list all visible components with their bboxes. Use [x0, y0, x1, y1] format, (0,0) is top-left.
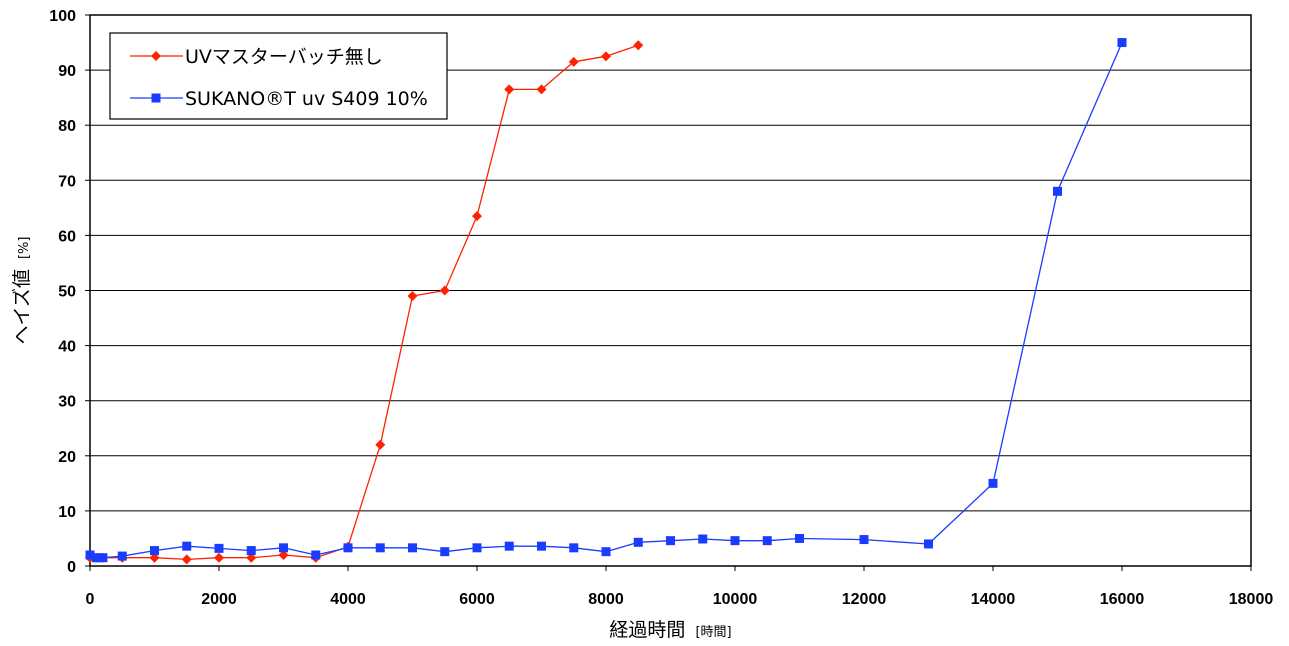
y-axis-label: ヘイズ値 [%]	[11, 237, 33, 345]
x-tick-label: 18000	[1229, 591, 1274, 608]
y-tick-label: 70	[58, 173, 76, 190]
data-point-0-8	[278, 549, 289, 560]
data-point-1-2	[98, 553, 108, 563]
legend-entry-0: UVマスターバッチ無し	[130, 46, 383, 68]
data-point-0-11	[375, 439, 386, 450]
data-point-1-19	[633, 537, 643, 547]
data-point-1-12	[408, 543, 417, 553]
x-tick-label: 6000	[459, 591, 495, 608]
legend-box	[109, 32, 448, 120]
y-tick-label: 60	[58, 228, 76, 245]
y-axis-unit: [%]	[17, 237, 32, 260]
data-point-1-24	[795, 533, 804, 543]
data-point-0-19	[633, 40, 644, 51]
x-tick-label: 12000	[842, 591, 887, 608]
data-point-0-13	[439, 285, 450, 296]
data-point-1-1	[91, 553, 101, 563]
data-point-1-20	[666, 536, 675, 546]
data-point-1-29	[1117, 38, 1127, 48]
x-tick-label: 0	[86, 591, 95, 608]
x-tick-label: 8000	[588, 591, 624, 608]
y-tick-label: 100	[49, 8, 76, 25]
data-point-1-8	[279, 543, 288, 553]
x-axis-ticks: 0 2000 4000 6000 8000 10000 12000 14000 16000 180…	[86, 566, 1274, 608]
x-axis-label: 経過時間 [時間]	[609, 619, 731, 641]
x-axis-label-text: 経過時間	[609, 619, 685, 641]
data-point-0-7	[246, 552, 257, 563]
legend-entry-1: SUKANO®T uv S409 10%	[130, 88, 428, 110]
x-tick-label: 2000	[201, 591, 237, 608]
y-tick-label: 20	[58, 449, 76, 466]
data-point-0-17	[568, 56, 579, 67]
data-point-1-3	[117, 551, 127, 561]
data-point-0-18	[601, 51, 611, 62]
y-tick-label: 0	[67, 559, 76, 576]
legend-label: UVマスターバッチ無し	[185, 46, 383, 68]
data-point-1-11	[375, 543, 385, 553]
y-tick-label: 30	[58, 394, 76, 411]
legend: UVマスターバッチ無し SUKANO®T uv S409 10%	[109, 32, 448, 120]
legend-swatch-marker	[151, 93, 161, 103]
data-point-0-16	[536, 84, 547, 95]
data-point-1-0	[85, 550, 95, 560]
data-point-0-6	[214, 552, 224, 563]
y-axis-label-text: ヘイズ値	[11, 269, 33, 344]
data-point-1-26	[924, 539, 933, 549]
y-tick-label: 80	[58, 118, 76, 135]
data-point-1-16	[537, 541, 546, 551]
data-point-1-28	[1053, 186, 1062, 196]
data-point-1-10	[343, 543, 353, 553]
data-point-1-18	[601, 547, 611, 557]
y-tick-label: 40	[58, 339, 76, 356]
data-point-1-15	[504, 541, 514, 551]
series-line-1	[89, 42, 1123, 559]
data-point-0-14	[472, 211, 482, 222]
data-point-1-6	[214, 543, 224, 553]
data-point-1-25	[859, 535, 869, 545]
y-tick-label: 90	[58, 63, 76, 80]
data-point-0-4	[149, 552, 160, 563]
legend-label: SUKANO®T uv S409 10%	[185, 88, 428, 110]
gridlines	[90, 69, 1251, 512]
data-point-1-23	[762, 536, 772, 546]
data-point-1-17	[569, 543, 579, 553]
data-point-1-13	[440, 547, 450, 557]
data-point-0-12	[407, 291, 418, 302]
x-tick-label: 16000	[1100, 591, 1145, 608]
y-tick-label: 50	[58, 284, 76, 301]
data-point-1-27	[988, 478, 998, 488]
data-point-1-21	[698, 534, 708, 544]
data-point-1-5	[182, 541, 192, 551]
series-1	[85, 38, 1127, 563]
y-tick-label: 10	[58, 504, 76, 521]
x-axis-unit: [時間]	[695, 625, 731, 640]
x-tick-label: 4000	[330, 591, 366, 608]
series-layer	[85, 38, 1127, 565]
data-point-1-7	[246, 546, 256, 556]
data-point-1-22	[730, 536, 740, 546]
data-point-1-14	[472, 543, 482, 553]
data-point-1-4	[150, 546, 159, 556]
data-point-0-15	[504, 84, 515, 95]
data-point-1-9	[311, 550, 321, 560]
x-tick-label: 14000	[971, 591, 1016, 608]
x-tick-label: 10000	[713, 591, 758, 608]
legend-entries: UVマスターバッチ無し SUKANO®T uv S409 10%	[130, 46, 428, 110]
series-line-0	[90, 44, 639, 561]
y-axis-ticks: 0 10 20 30 40 50 60 70 80 90 100	[49, 8, 90, 576]
data-point-0-5	[181, 554, 192, 565]
legend-swatch-marker	[151, 51, 161, 61]
